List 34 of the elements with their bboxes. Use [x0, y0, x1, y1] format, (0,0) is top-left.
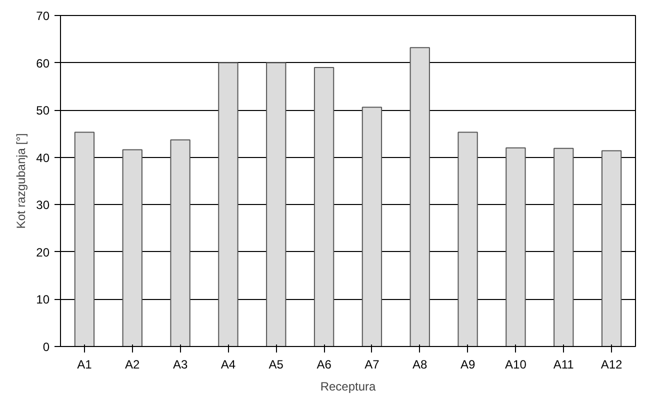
y-axis-title: Kot razgubanja [°]	[14, 133, 28, 229]
x-axis-title: Receptura	[320, 380, 376, 394]
bar	[314, 67, 334, 346]
x-tick-label: A10	[505, 358, 527, 372]
y-tick-label: 70	[36, 9, 50, 23]
bar	[554, 148, 574, 346]
y-tick-label: 60	[36, 56, 50, 70]
y-tick-label: 10	[36, 292, 50, 307]
x-tick-label: A6	[316, 358, 332, 372]
bar	[218, 62, 238, 346]
x-tick-label: A1	[77, 358, 92, 372]
y-tick-label: 30	[36, 198, 50, 212]
bar	[506, 147, 526, 346]
bar	[362, 106, 382, 346]
x-tick-label: A3	[172, 358, 188, 372]
x-tick-label: A4	[220, 358, 236, 372]
x-tick-label: A11	[553, 358, 574, 372]
y-tick-label: 40	[36, 150, 50, 165]
y-tick-label: 50	[36, 104, 50, 118]
x-tick-label: A9	[460, 358, 476, 372]
bar	[601, 150, 622, 346]
y-tick-label: 0	[42, 340, 50, 354]
x-tick-label: A5	[268, 358, 284, 372]
bar	[410, 47, 430, 346]
bar	[266, 62, 286, 346]
x-tick-label: A2	[125, 358, 140, 372]
bar	[74, 132, 95, 346]
bar	[458, 132, 478, 346]
x-tick-label: A7	[364, 358, 380, 372]
bar	[170, 139, 190, 346]
y-tick-label: 20	[36, 245, 50, 260]
bar	[122, 149, 142, 346]
x-tick-label: A12	[600, 358, 623, 372]
x-tick-label: A8	[412, 358, 428, 372]
